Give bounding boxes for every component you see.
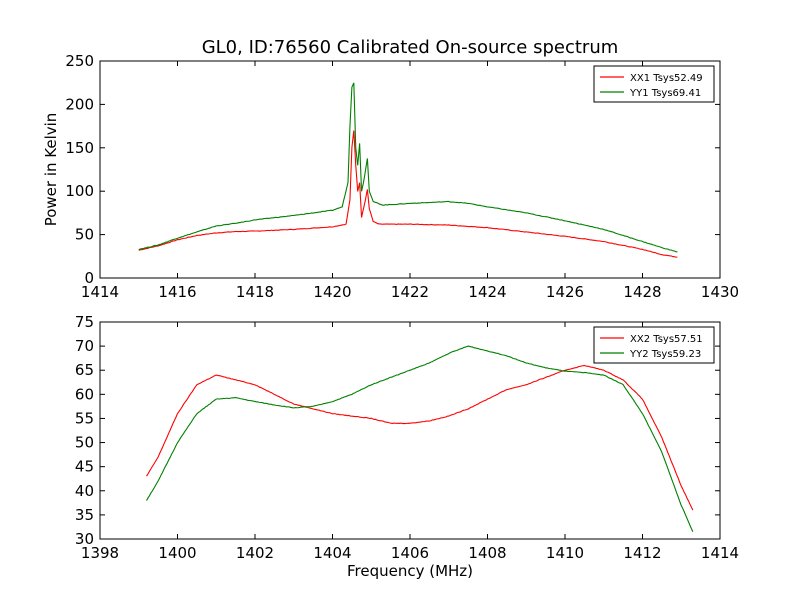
x-tick-label: 1420 — [313, 283, 351, 301]
bottom-plot-area: 1398 1400 1402 1404 1406 1408 1410 1412 1414 30 35… — [75, 313, 739, 580]
y-tick-label: 50 — [75, 434, 94, 452]
series-line-1 — [138, 130, 678, 258]
series-line-2 — [138, 82, 678, 253]
y-tick-label: 75 — [75, 313, 94, 331]
x-tick-label: 1398 — [81, 544, 119, 562]
x-tick-label: 1406 — [391, 544, 429, 562]
legend-box — [593, 65, 715, 103]
x-tick-label: 1410 — [546, 544, 584, 562]
y-tick-label: 100 — [65, 182, 94, 200]
y-tick-label: 60 — [75, 385, 94, 403]
y-tick-label: 65 — [75, 361, 94, 379]
legend-entry: YY1 Tsys69.41 — [629, 88, 701, 99]
x-tick-label: 1412 — [623, 544, 661, 562]
series-line-2 — [146, 345, 694, 532]
legend-entry: XX2 Tsys57.51 — [630, 334, 703, 345]
y-tick-label: 200 — [65, 95, 94, 113]
x-tick-label: 1424 — [468, 283, 506, 301]
x-tick-label: 1428 — [623, 283, 661, 301]
x-tick-label: 1400 — [158, 544, 196, 562]
x-tick-label: 1402 — [236, 544, 274, 562]
y-tick-label: 40 — [75, 482, 94, 500]
x-tick-label: 1430 — [701, 283, 739, 301]
y-tick-label: 250 — [65, 52, 94, 70]
x-tick-label: 1414 — [81, 283, 119, 301]
y-tick-label: 55 — [75, 409, 94, 427]
y-tick-label: 35 — [75, 506, 94, 524]
legend-entry: XX1 Tsys52.49 — [630, 73, 703, 84]
x-tick-label: 1414 — [701, 544, 739, 562]
y-tick-label: 150 — [65, 139, 94, 157]
x-axis-title: Frequency (MHz) — [347, 562, 473, 580]
x-tick-label: 1408 — [468, 544, 506, 562]
figure-title: GL0, ID:76560 Calibrated On-source spect… — [202, 37, 619, 58]
x-tick-label: 1416 — [158, 283, 196, 301]
y-tick-label: 30 — [75, 530, 94, 548]
y-tick-label: 50 — [75, 226, 94, 244]
series-line-1 — [146, 364, 694, 511]
legend-box — [593, 326, 715, 364]
y-tick-label: 45 — [75, 458, 94, 476]
y-tick-label: 70 — [75, 337, 94, 355]
legend-entry: YY2 Tsys59.23 — [629, 349, 701, 360]
x-tick-label: 1426 — [546, 283, 584, 301]
top-plot-area: 1414 1416 1418 1420 1422 1424 1426 1428 1430 0 50 1… — [42, 52, 739, 301]
y-axis-title: Power in Kelvin — [42, 113, 60, 227]
x-tick-label: 1422 — [391, 283, 429, 301]
y-tick-label: 0 — [84, 269, 94, 287]
x-tick-label: 1404 — [313, 544, 351, 562]
x-tick-label: 1418 — [236, 283, 274, 301]
